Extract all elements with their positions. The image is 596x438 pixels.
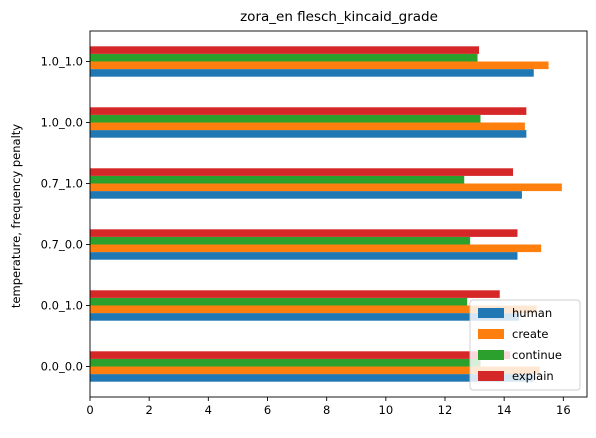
ticks-layer: 0 2 4 6 8 10 12 14 16 0.0_0.0 0.0_1.0 0.7_0.0 0.7_1.… (41, 55, 571, 418)
bar-create-0.0_1.0 (90, 305, 537, 314)
bar-continue-0.7_1.0 (90, 175, 465, 184)
bar-human-1.0_1.0 (90, 69, 534, 77)
legend-swatch-explain (478, 371, 504, 381)
legend-label-create: create (512, 327, 549, 341)
bar-explain-1.0_1.0 (90, 46, 480, 54)
y-tick-label: 1.0_0.0 (41, 116, 83, 130)
y-tick-label: 0.7_1.0 (41, 177, 83, 191)
x-tick-label: 0 (86, 403, 93, 417)
bar-create-0.7_0.0 (90, 244, 542, 253)
bar-explain-1.0_0.0 (90, 107, 527, 115)
x-tick-label: 10 (379, 403, 394, 417)
bar-continue-0.7_0.0 (90, 236, 471, 245)
bar-explain-0.7_1.0 (90, 168, 514, 176)
legend-label-human: human (512, 306, 552, 320)
bar-human-0.0_0.0 (90, 374, 534, 382)
bar-create-1.0_1.0 (90, 61, 549, 70)
bar-continue-0.0_0.0 (90, 358, 481, 367)
chart-title: zora_en flesch_kincaid_grade (240, 9, 438, 25)
plot-frame (89, 30, 588, 398)
y-tick-label: 1.0_1.0 (41, 55, 83, 69)
y-tick-label: 0.0_1.0 (41, 299, 83, 313)
bar-continue-1.0_1.0 (90, 53, 478, 62)
x-tick-label: 2 (146, 403, 153, 417)
bars-layer (90, 46, 562, 382)
bar-create-0.0_0.0 (90, 366, 540, 375)
bar-continue-0.0_1.0 (90, 297, 468, 306)
x-tick-label: 12 (438, 403, 453, 417)
legend-label-explain: explain (512, 369, 554, 383)
bar-human-1.0_0.0 (90, 130, 527, 138)
legend-swatch-continue (478, 350, 504, 360)
bar-explain-0.0_0.0 (90, 351, 511, 359)
x-tick-label: 8 (323, 403, 330, 417)
x-tick-label: 16 (556, 403, 571, 417)
y-tick-label: 0.7_0.0 (41, 238, 83, 252)
x-tick-label: 14 (497, 403, 512, 417)
bar-explain-0.0_1.0 (90, 290, 500, 298)
y-axis-label: temperature, frequency penalty (9, 124, 23, 308)
bar-human-0.7_1.0 (90, 191, 522, 199)
x-tick-label: 6 (264, 403, 271, 417)
x-tick-label: 4 (205, 403, 212, 417)
y-tick-label: 0.0_0.0 (41, 360, 83, 374)
bar-continue-1.0_0.0 (90, 114, 481, 123)
bar-human-0.7_0.0 (90, 252, 518, 260)
bar-explain-0.7_0.0 (90, 229, 518, 237)
legend-swatch-create (478, 329, 504, 339)
axes-layer (89, 30, 588, 398)
legend-label-continue: continue (512, 348, 562, 362)
legend-swatch-human (478, 308, 504, 318)
bar-create-1.0_0.0 (90, 122, 525, 131)
bar-human-0.0_1.0 (90, 313, 519, 321)
legend-box (469, 299, 581, 391)
legend: human create continue explain (469, 299, 581, 391)
bar-create-0.7_1.0 (90, 183, 562, 192)
